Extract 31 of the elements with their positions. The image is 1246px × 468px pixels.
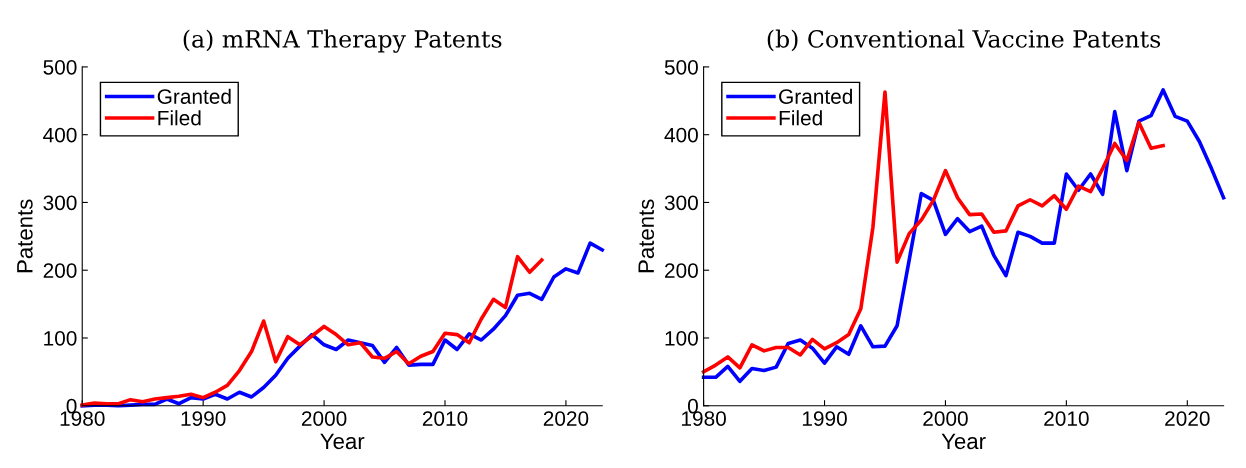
x-tick-label: 1990	[802, 411, 847, 426]
line-series	[701, 88, 1226, 384]
x-tick-label: 2000	[301, 411, 347, 426]
legend-label: Filed	[158, 110, 201, 126]
x-tick-label: 2010	[422, 411, 468, 426]
x-axis-title: Year	[320, 433, 365, 450]
legend-label: Granted	[779, 88, 852, 104]
x-tick-label: 1990	[181, 411, 226, 426]
y-tick-label: 200	[43, 263, 77, 278]
x-tick-label: 2010	[1044, 411, 1089, 426]
y-tick-label: 300	[43, 195, 77, 211]
legend-label: Filed	[779, 110, 822, 126]
x-axis-title: Year	[941, 433, 986, 450]
y-tick-label: 200	[665, 263, 698, 278]
chart-title: (b) Conventional Vaccine Patents	[767, 29, 1161, 52]
y-tick-label: 100	[665, 330, 698, 346]
y-tick-label: 400	[664, 127, 698, 143]
x-tick-label: 2020	[1165, 411, 1210, 426]
y-tick-label: 300	[664, 195, 698, 211]
x-tick-label: 2020	[543, 411, 589, 426]
y-tick-label: 500	[664, 59, 698, 75]
x-tick-label: 2000	[923, 411, 968, 426]
y-axis-title: Patents	[17, 199, 33, 273]
y-axis-title: Patents	[638, 199, 655, 273]
legend-label: Granted	[157, 88, 231, 104]
y-tick-label: 500	[43, 59, 77, 75]
y-tick-label: 400	[43, 127, 77, 143]
y-tick-label: 100	[44, 330, 77, 346]
chart-title: (a) mRNA Therapy Patents	[183, 29, 502, 53]
line-series	[701, 90, 1165, 374]
line-series	[80, 254, 544, 407]
